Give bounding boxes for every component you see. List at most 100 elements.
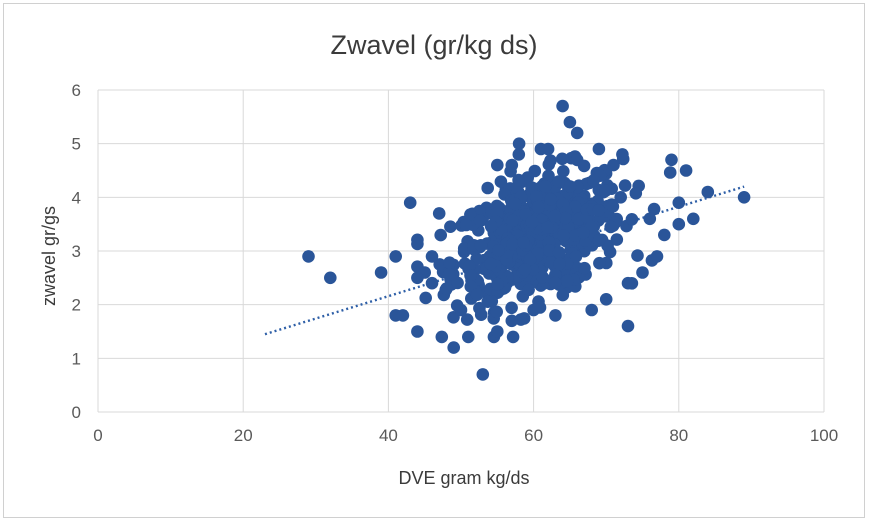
data-point (568, 200, 582, 213)
data-point (463, 259, 476, 273)
data-point (506, 330, 520, 344)
data-point (494, 175, 508, 188)
data-point (544, 193, 558, 206)
data-point (663, 166, 677, 179)
data-point (539, 180, 552, 193)
data-point (631, 249, 644, 262)
data-point (419, 291, 433, 305)
data-point (444, 220, 457, 233)
data-point (473, 214, 487, 227)
data-point (665, 153, 678, 167)
data-point (570, 126, 584, 140)
data-point (302, 250, 315, 263)
data-point (672, 196, 686, 209)
data-point (625, 213, 639, 226)
data-point (701, 185, 715, 199)
data-point (432, 207, 446, 220)
data-point (518, 263, 532, 276)
data-point (460, 313, 474, 326)
y-tick-label: 1 (72, 349, 81, 368)
data-point (442, 268, 456, 281)
data-point (557, 229, 570, 242)
data-point (549, 309, 562, 322)
x-tick-label: 20 (234, 426, 253, 445)
data-point (492, 244, 505, 257)
y-tick-label: 3 (72, 242, 81, 261)
data-point (374, 266, 388, 279)
data-point (454, 303, 468, 317)
data-point (552, 246, 566, 259)
data-point (425, 250, 439, 263)
data-point (457, 242, 471, 255)
data-point (548, 209, 562, 223)
y-tick-label: 0 (72, 403, 81, 422)
chart-frame: 0 20 40 60 80 100 0 1 2 3 4 5 6 Zwavel (gr/kg ds) DV… (3, 3, 865, 518)
data-point (411, 271, 424, 285)
data-point (506, 237, 519, 251)
data-point (559, 211, 572, 225)
data-point (411, 237, 424, 251)
data-point (530, 190, 543, 203)
data-point (464, 208, 477, 221)
data-point (672, 217, 686, 231)
data-point (578, 261, 591, 275)
tick-labels: 0 20 40 60 80 100 0 1 2 3 4 5 6 (72, 81, 839, 445)
data-point (557, 165, 570, 178)
data-point (532, 200, 545, 214)
x-tick-label: 0 (93, 426, 102, 445)
data-point (324, 271, 337, 285)
data-point (643, 212, 657, 226)
data-point (447, 341, 461, 354)
x-axis-label: DVE gram kg/ds (398, 468, 529, 488)
data-point (614, 191, 627, 204)
y-tick-label: 6 (72, 81, 81, 100)
data-point (621, 319, 635, 333)
data-point (396, 309, 410, 322)
data-point (542, 169, 555, 183)
y-axis-label: zwavel gr/gs (39, 206, 59, 306)
data-point (616, 148, 629, 161)
data-point (481, 181, 495, 195)
data-point (433, 258, 447, 271)
data-point (474, 239, 488, 252)
data-point (525, 215, 539, 229)
data-point (636, 266, 649, 279)
data-point (505, 301, 518, 315)
x-tick-label: 80 (669, 426, 688, 445)
data-point (443, 256, 456, 269)
data-point (541, 142, 555, 156)
data-point (389, 250, 403, 263)
data-point (523, 253, 537, 266)
data-point (527, 303, 540, 317)
data-point (536, 270, 549, 284)
data-point (403, 196, 417, 209)
data-point (435, 330, 449, 344)
data-point (563, 180, 577, 193)
data-point (512, 173, 525, 187)
data-point (552, 175, 565, 188)
data-point (490, 305, 504, 319)
data-point (592, 233, 606, 247)
data-point (650, 250, 664, 263)
data-point (508, 197, 522, 211)
data-point (610, 233, 624, 246)
data-point (411, 325, 424, 338)
data-point (592, 204, 606, 217)
data-point (481, 295, 495, 309)
data-point (592, 142, 606, 156)
data-point (544, 154, 557, 167)
data-point (505, 158, 519, 172)
data-point (543, 244, 556, 257)
scatter-points (302, 99, 751, 381)
data-point (476, 368, 490, 381)
data-point (687, 212, 700, 226)
chart-title: Zwavel (gr/kg ds) (330, 30, 537, 60)
data-point (459, 218, 473, 232)
data-point (434, 228, 448, 242)
data-point (462, 330, 475, 344)
data-point (512, 137, 526, 150)
data-point (440, 282, 453, 295)
data-point (484, 257, 498, 271)
data-point (647, 202, 661, 216)
data-point (451, 276, 464, 290)
